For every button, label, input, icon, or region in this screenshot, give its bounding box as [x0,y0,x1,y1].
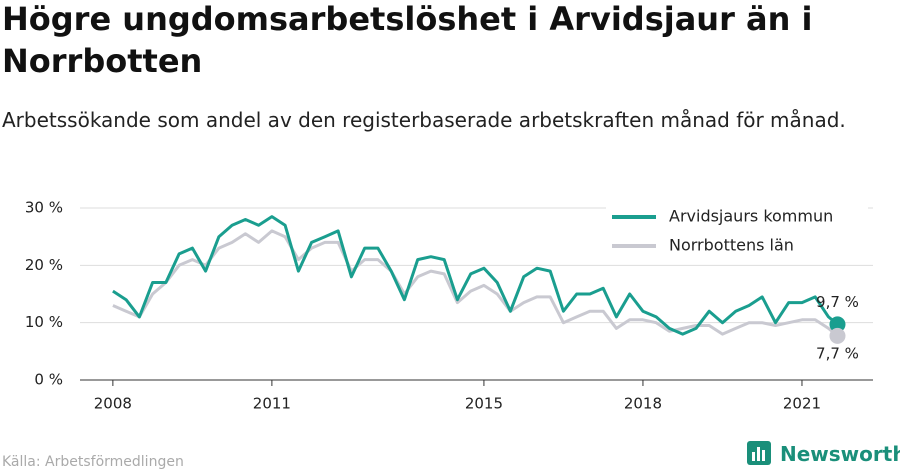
chart-title: Högre ungdomsarbetslöshet i Arvidsjaur ä… [2,0,813,80]
series-line [112,215,839,336]
value-label: 9,7 % [816,293,859,311]
y-tick-label: 0 % [34,371,63,389]
brand-logo: Newsworthy [746,440,900,468]
x-tick-label: 2008 [94,395,132,413]
x-tick-label: 2011 [253,395,291,413]
legend-label: Arvidsjaurs kommun [669,207,833,226]
source: Källa: Arbetsförmedlingen [2,454,184,470]
end-marker [829,316,846,333]
y-tick-label: 10 % [25,313,63,331]
value-label: 7,7 % [816,344,859,362]
chart-subtitle: Arbetssökande som andel av den registerb… [2,108,846,132]
x-tick-label: 2018 [624,395,662,413]
y-tick-label: 30 % [25,199,63,217]
x-tick-label: 2015 [465,395,503,413]
series-line [112,229,839,338]
y-tick-label: 20 % [25,256,63,274]
brand-icon [747,441,771,465]
legend-label: Norrbottens län [669,236,794,255]
x-tick-label: 2021 [783,395,821,413]
end-marker [829,327,846,344]
brand-name: Newsworthy [780,442,900,466]
